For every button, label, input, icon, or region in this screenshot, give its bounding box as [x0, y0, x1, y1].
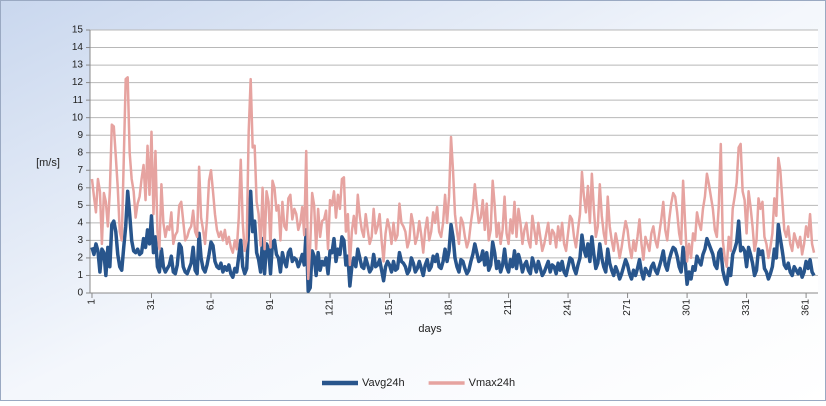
x-tick-label: 211 — [503, 299, 514, 315]
y-tick-label: 5 — [77, 200, 83, 211]
y-tick-label: 3 — [77, 235, 83, 246]
x-tick-label: 121 — [325, 299, 336, 316]
x-tick-label: 241 — [563, 299, 574, 316]
legend-label: Vmax24h — [469, 377, 515, 389]
y-tick-label: 6 — [77, 182, 83, 193]
x-axis-label: days — [418, 323, 442, 335]
series-line — [90, 76, 816, 281]
x-tick-label: 331 — [741, 299, 752, 316]
y-tick-label: 10 — [72, 112, 84, 123]
y-tick-label: 1 — [77, 270, 83, 281]
y-tick-label: 13 — [72, 60, 84, 71]
x-tick-label: 61 — [206, 299, 217, 311]
y-axis-label: [m/s] — [36, 157, 60, 169]
y-tick-label: 0 — [77, 288, 83, 299]
y-tick-label: 7 — [77, 165, 83, 176]
x-tick-label: 151 — [384, 299, 395, 316]
y-tick-label: 14 — [72, 42, 84, 53]
y-tick-label: 8 — [77, 147, 83, 158]
x-tick-label: 301 — [682, 299, 693, 316]
x-tick-label: 91 — [265, 299, 276, 311]
y-tick-label: 4 — [77, 218, 83, 229]
x-tick-label: 31 — [146, 299, 157, 311]
series-line — [90, 189, 816, 293]
y-tick-label: 12 — [72, 77, 84, 88]
x-tick-label: 361 — [801, 299, 812, 316]
y-tick-label: 2 — [77, 253, 83, 264]
x-tick-label: 271 — [622, 299, 633, 316]
legend-label: Vavg24h — [362, 377, 405, 389]
y-tick-label: 15 — [72, 25, 84, 36]
y-tick-label: 9 — [77, 130, 83, 141]
x-tick-label: 1 — [87, 299, 98, 305]
y-tick-label: 11 — [73, 95, 84, 106]
x-tick-label: 181 — [444, 299, 455, 316]
